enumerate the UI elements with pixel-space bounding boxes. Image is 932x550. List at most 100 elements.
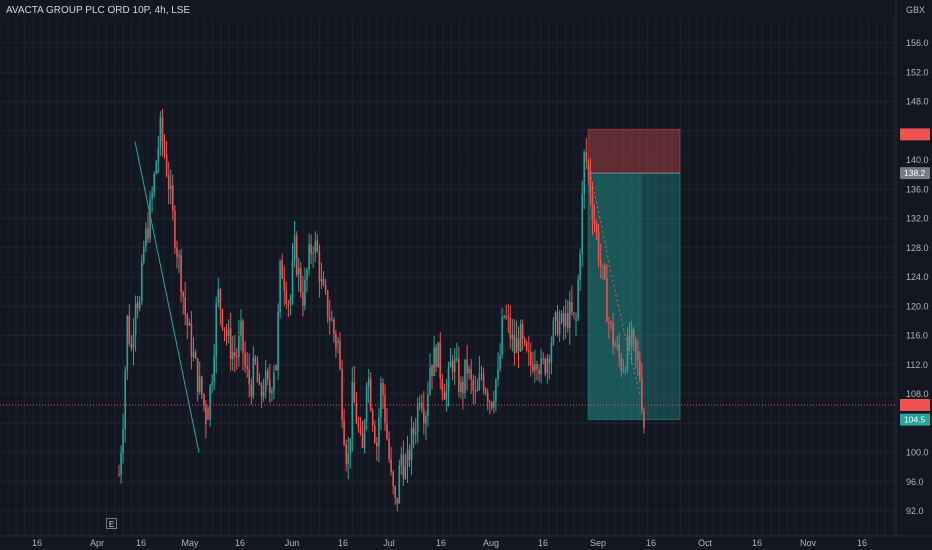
candle-body bbox=[190, 323, 193, 358]
candle-body bbox=[476, 389, 479, 391]
x-tick-label: 16 bbox=[857, 538, 867, 548]
candle-body bbox=[248, 368, 250, 385]
candle-body bbox=[304, 279, 306, 306]
x-tick-label: 16 bbox=[538, 538, 548, 548]
price-axis-label-box bbox=[900, 398, 930, 411]
candle-body bbox=[439, 342, 441, 379]
candle-body bbox=[569, 302, 571, 328]
candle-body bbox=[250, 384, 253, 397]
candle-body bbox=[355, 402, 358, 424]
candle-body bbox=[585, 152, 588, 162]
candle-body bbox=[447, 367, 450, 392]
candle-body bbox=[291, 260, 294, 299]
candle-body bbox=[567, 313, 569, 328]
candle-body bbox=[624, 370, 627, 371]
candle-body bbox=[312, 253, 314, 254]
candle-body bbox=[310, 244, 312, 254]
candle-body bbox=[641, 378, 643, 411]
candle-body bbox=[141, 262, 143, 301]
candle-body bbox=[643, 410, 645, 428]
candle-body bbox=[599, 260, 602, 266]
candle-body bbox=[610, 322, 612, 324]
candle-body bbox=[326, 290, 329, 318]
candle-body bbox=[287, 304, 290, 306]
candle-body bbox=[184, 297, 186, 315]
x-tick-label: 16 bbox=[646, 538, 656, 548]
candle-body bbox=[542, 358, 544, 360]
candle-body bbox=[608, 321, 610, 323]
candle-body bbox=[167, 175, 170, 189]
y-tick-label: 136.0 bbox=[906, 184, 929, 194]
candle-body bbox=[523, 338, 526, 343]
candle-body bbox=[244, 353, 246, 366]
candle-body bbox=[515, 337, 518, 353]
candle-body bbox=[634, 338, 637, 353]
candle-body bbox=[297, 268, 300, 275]
candle-body bbox=[464, 359, 466, 394]
candle-body bbox=[472, 379, 474, 391]
candle-body bbox=[343, 419, 345, 445]
candle-body bbox=[147, 228, 149, 239]
candle-body bbox=[573, 312, 575, 314]
candle-body bbox=[138, 301, 141, 309]
candle-body bbox=[178, 255, 180, 257]
price-axis-label-box bbox=[900, 413, 930, 426]
y-tick-label: 112.0 bbox=[906, 360, 928, 370]
candle-body bbox=[501, 317, 503, 355]
candle-body bbox=[507, 316, 510, 318]
candle-body bbox=[577, 279, 579, 319]
candle-body bbox=[604, 265, 606, 279]
candle-body bbox=[188, 323, 191, 326]
y-tick-label: 96.0 bbox=[906, 477, 924, 487]
x-tick-label: Sep bbox=[590, 538, 606, 548]
candle-body bbox=[128, 316, 131, 344]
candle-body bbox=[318, 251, 321, 282]
candle-body bbox=[314, 240, 317, 253]
candle-body bbox=[388, 438, 390, 460]
candle-body bbox=[495, 379, 497, 402]
candle-body bbox=[227, 328, 230, 336]
candle-body bbox=[295, 235, 298, 275]
candle-body bbox=[499, 354, 501, 369]
candle-body bbox=[122, 428, 124, 454]
candle-body bbox=[530, 351, 532, 365]
x-tick-label: Oct bbox=[698, 538, 713, 548]
candle-body bbox=[378, 417, 380, 447]
candle-body bbox=[521, 324, 524, 339]
candle-body bbox=[449, 360, 452, 368]
candle-body bbox=[392, 472, 394, 487]
candle-body bbox=[462, 382, 464, 394]
candle-body bbox=[474, 390, 477, 392]
candle-body bbox=[180, 255, 182, 293]
candle-body bbox=[380, 382, 382, 418]
candle-body bbox=[497, 368, 499, 380]
candle-body bbox=[453, 358, 456, 372]
candle-body bbox=[328, 317, 331, 321]
candle-body bbox=[192, 352, 195, 358]
candle-body bbox=[172, 185, 174, 211]
candle-body bbox=[153, 173, 155, 194]
candle-body bbox=[225, 330, 228, 336]
candle-body bbox=[207, 408, 209, 420]
candle-body bbox=[273, 372, 275, 391]
candle-body bbox=[198, 376, 201, 393]
candle-body bbox=[581, 194, 583, 254]
x-tick-label: May bbox=[181, 538, 199, 548]
x-tick-label: 16 bbox=[235, 538, 245, 548]
candle-body bbox=[132, 334, 135, 349]
candle-body bbox=[404, 466, 407, 479]
candle-body bbox=[382, 382, 384, 396]
candle-body bbox=[606, 278, 608, 322]
candle-body bbox=[488, 401, 491, 403]
candle-body bbox=[534, 364, 536, 371]
candle-body bbox=[118, 474, 120, 476]
candle-body bbox=[155, 161, 158, 174]
candle-body bbox=[513, 334, 516, 353]
earnings-marker-button[interactable]: E bbox=[106, 518, 117, 529]
candle-body bbox=[560, 313, 563, 321]
candle-body bbox=[536, 364, 538, 370]
candle-body bbox=[339, 340, 341, 369]
candle-body bbox=[349, 438, 352, 454]
